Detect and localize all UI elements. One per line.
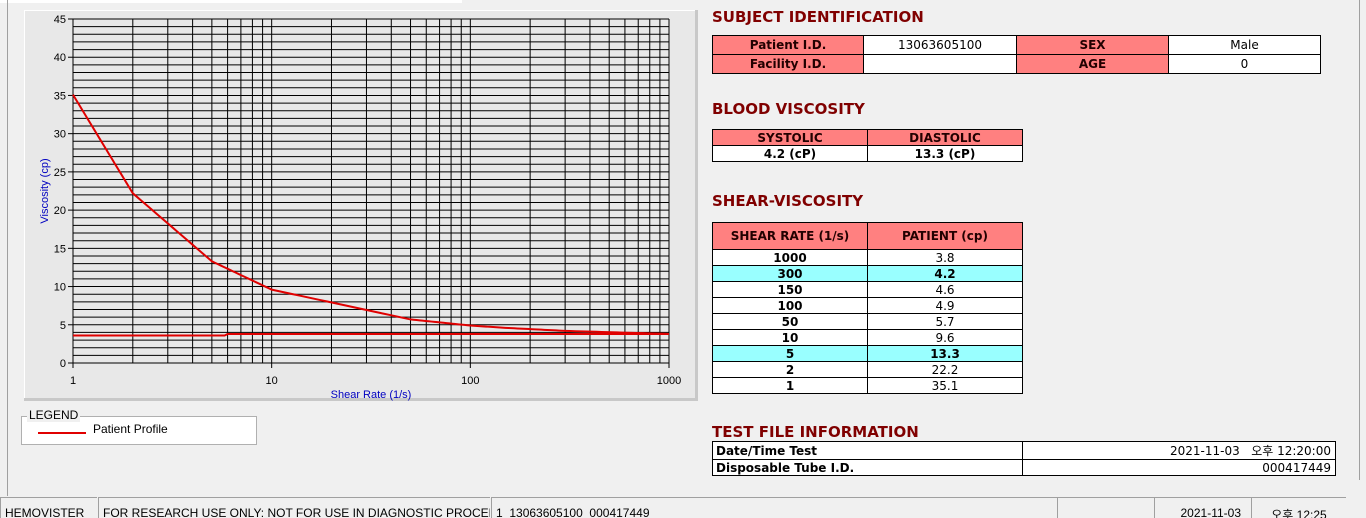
status-bar: [0, 496, 1366, 518]
systolic-value: 4.2 (cP): [712, 145, 868, 162]
patient-id-value: 13063605100: [863, 35, 1017, 55]
shear-rate-cell: 1000: [712, 249, 868, 266]
y-tick-label: 20: [54, 205, 66, 217]
y-tick-label: 30: [54, 129, 66, 141]
subject-title: SUBJECT IDENTIFICATION: [712, 8, 924, 26]
diastolic-value: 13.3 (cP): [867, 145, 1023, 162]
shear-row: 300 4.2: [712, 265, 1023, 282]
age-label: AGE: [1016, 54, 1169, 74]
status-date: 2021-11-03: [1154, 497, 1251, 518]
series-line: [72, 94, 670, 335]
x-axis-label: Shear Rate (1/s): [331, 389, 412, 401]
y-axis-label: Viscosity (cp): [39, 158, 51, 223]
status-notice: FOR RESEARCH USE ONLY: NOT FOR USE IN DI…: [98, 497, 490, 518]
shear-rate-cell: 50: [712, 313, 868, 330]
y-tick-label: 40: [54, 52, 66, 64]
shear-row: 100 4.9: [712, 297, 1023, 314]
y-tick-label: 5: [60, 320, 66, 332]
sex-label: SEX: [1016, 35, 1169, 55]
x-tick-label: 100: [461, 375, 479, 387]
patient-id-label: Patient I.D.: [712, 35, 864, 55]
shear-row: 150 4.6: [712, 281, 1023, 298]
legend-entry: Patient Profile: [93, 422, 168, 436]
diastolic-label: DIASTOLIC: [867, 129, 1023, 146]
patient-cp-cell: 13.3: [867, 345, 1023, 362]
y-tick-label: 10: [54, 282, 66, 294]
shear-rate-cell: 300: [712, 265, 868, 282]
top-strip: [0, 0, 462, 3]
shear-row: 2 22.2: [712, 361, 1023, 378]
status-blank: [1057, 497, 1154, 518]
blood-viscosity-table: SYSTOLIC DIASTOLIC 4.2 (cP) 13.3 (cP): [712, 129, 1023, 162]
shear-row: 10 9.6: [712, 329, 1023, 346]
x-tick-label: 1000: [657, 375, 681, 387]
shear-rate-cell: 2: [712, 361, 868, 378]
shear-rate-cell: 100: [712, 297, 868, 314]
age-value: 0: [1168, 54, 1321, 74]
blood-viscosity-title: BLOOD VISCOSITY: [712, 100, 865, 118]
y-tick-label: 0: [60, 358, 66, 370]
patient-cp-header: PATIENT (cp): [867, 222, 1023, 250]
patient-cp-cell: 4.6: [867, 281, 1023, 298]
shear-rate-cell: 1: [712, 377, 868, 394]
systolic-label: SYSTOLIC: [712, 129, 868, 146]
patient-cp-cell: 4.2: [867, 265, 1023, 282]
shear-rate-cell: 10: [712, 329, 868, 346]
right-border: [1359, 0, 1360, 480]
patient-cp-cell: 3.8: [867, 249, 1023, 266]
test-file-table: Date/Time Test 2021-11-03 오후 12:20:00 Dis…: [712, 441, 1336, 476]
x-tick-label: 1: [70, 375, 76, 387]
y-tick-label: 35: [54, 90, 66, 102]
chart-panel: 0 5 10 15 20 25 30 35 40 45 1 10 100 1000 Shear Rate (…: [24, 10, 698, 401]
x-tick-label: 10: [266, 375, 278, 387]
legend-line-swatch: [38, 432, 86, 434]
shear-row: 1000 3.8: [712, 249, 1023, 266]
shear-row: 5 13.3: [712, 345, 1023, 362]
left-border: [7, 0, 8, 496]
y-tick-label: 15: [54, 243, 66, 255]
shear-row: 50 5.7: [712, 313, 1023, 330]
facility-id-label: Facility I.D.: [712, 54, 864, 74]
patient-cp-cell: 22.2: [867, 361, 1023, 378]
facility-id-value: [863, 54, 1017, 74]
subject-table: Patient I.D. 13063605100 SEX Male Facility …: [712, 35, 1321, 74]
shear-rate-header: SHEAR RATE (1/s): [712, 222, 868, 250]
date-time-label: Date/Time Test: [712, 441, 1023, 460]
status-time: 오후 12:25: [1251, 497, 1346, 518]
tube-id-value: 000417449: [1022, 459, 1336, 476]
viscosity-chart: 0 5 10 15 20 25 30 35 40 45 1 10 100 1000 Shear Rate (…: [39, 14, 681, 401]
test-file-title: TEST FILE INFORMATION: [712, 423, 919, 441]
shear-rate-cell: 5: [712, 345, 868, 362]
series-line: [73, 332, 669, 337]
status-app-name: HEMOVISTER: [0, 497, 97, 518]
sex-value: Male: [1168, 35, 1321, 55]
patient-cp-cell: 4.9: [867, 297, 1023, 314]
shear-rate-cell: 150: [712, 281, 868, 298]
y-tick-label: 25: [54, 167, 66, 179]
tube-id-label: Disposable Tube I.D.: [712, 459, 1023, 476]
patient-cp-cell: 9.6: [867, 329, 1023, 346]
date-time-value: 2021-11-03 오후 12:20:00: [1022, 441, 1336, 460]
patient-cp-cell: 35.1: [867, 377, 1023, 394]
shear-row: 1 35.1: [712, 377, 1023, 394]
shear-viscosity-table: SHEAR RATE (1/s) PATIENT (cp) 1000 3.8 300 4…: [712, 222, 1023, 394]
patient-cp-cell: 5.7: [867, 313, 1023, 330]
y-tick-label: 45: [54, 14, 66, 26]
legend-title: LEGEND: [27, 408, 81, 422]
shear-viscosity-title: SHEAR-VISCOSITY: [712, 192, 864, 210]
status-file-info: 1 13063605100 000417449: [491, 497, 1057, 518]
